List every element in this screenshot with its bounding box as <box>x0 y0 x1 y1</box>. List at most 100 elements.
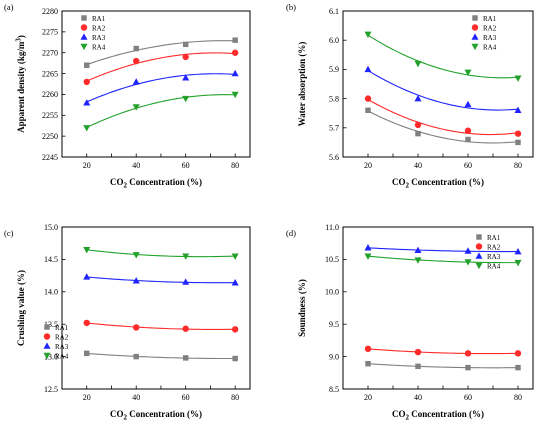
data-point <box>133 353 139 360</box>
data-point <box>514 259 522 267</box>
x-tick-label: 20 <box>83 161 91 170</box>
data-point <box>364 244 372 251</box>
legend-label: RA4 <box>92 43 106 51</box>
panel-label: (a) <box>4 2 14 12</box>
legend-marker <box>43 342 51 349</box>
legend-label: RA2 <box>483 24 497 32</box>
data-point <box>133 324 140 331</box>
y-tick-label: 15.0 <box>44 223 58 232</box>
panel-label: (b) <box>286 2 296 12</box>
fit-curve <box>367 34 519 79</box>
fit-curve <box>367 255 519 264</box>
data-point <box>515 364 521 371</box>
y-tick-label: 14.0 <box>44 288 58 297</box>
data-point <box>84 350 90 357</box>
y-tick-label: 2250 <box>42 132 58 141</box>
data-point <box>364 65 372 73</box>
data-point <box>514 130 522 137</box>
x-tick-label: 60 <box>182 161 190 170</box>
data-point <box>364 31 372 39</box>
legend-label: RA1 <box>483 15 497 23</box>
y-tick-label: 6.1 <box>329 7 339 16</box>
legend-label: RA3 <box>487 253 501 261</box>
y-tick-label: 5.7 <box>329 124 339 133</box>
data-point <box>231 49 239 56</box>
data-point <box>464 350 472 357</box>
legend-marker <box>476 234 482 240</box>
x-tick-label: 20 <box>83 393 91 402</box>
y-tick-label: 5.8 <box>329 94 339 103</box>
legend-marker <box>43 333 51 340</box>
chart-panel: 20 40 60 80 5.6 5.7 5.8 5.9 6.0 6.1 CO2 Concentrat… <box>286 2 534 190</box>
panel-label: (c) <box>4 228 14 238</box>
data-point <box>182 355 189 361</box>
data-point <box>514 106 522 113</box>
chart-panel: 20 40 60 80 8.5 9.0 9.5 10.0 10.5 11.0 CO2 Concent… <box>286 223 534 422</box>
chart-panel: 20 40 60 80 2245 2250 2255 2260 2265 2270 2275 2280… <box>4 2 251 190</box>
x-tick-label: 40 <box>414 393 422 402</box>
y-tick-label: 2275 <box>42 28 58 37</box>
data-point <box>465 136 471 143</box>
data-point <box>182 278 190 285</box>
x-axis-label: CO2 Concentration (%) <box>392 409 484 422</box>
plot-frame <box>61 226 251 390</box>
x-tick-label: 20 <box>364 393 372 402</box>
fit-curve <box>367 70 519 111</box>
x-tick-label: 60 <box>464 161 472 170</box>
legend-marker <box>80 43 88 51</box>
data-point <box>514 247 522 255</box>
data-point <box>83 246 91 254</box>
fit-curve <box>86 73 236 103</box>
x-tick-label: 80 <box>514 393 522 402</box>
legend-label: RA1 <box>92 15 106 23</box>
x-tick-label: 40 <box>414 161 422 170</box>
y-tick-label: 2265 <box>42 69 58 78</box>
y-axis-label: Apparent density (kg/m3) <box>15 35 27 133</box>
legend-marker <box>44 324 50 330</box>
data-point <box>414 121 422 129</box>
y-tick-label: 14.5 <box>44 255 58 264</box>
y-tick-label: 5.6 <box>329 153 339 162</box>
data-point <box>464 100 472 108</box>
data-point <box>231 91 239 99</box>
legend-label: RA4 <box>487 262 501 270</box>
data-point <box>232 355 238 362</box>
legend-label: RA4 <box>55 352 69 360</box>
legend-label: RA3 <box>55 343 69 351</box>
data-point <box>515 139 521 146</box>
chart-panel: 20 40 60 80 12.5 13.0 13.5 14.0 14.5 15.0 CO2 Conc… <box>4 223 251 422</box>
legend-marker <box>475 243 483 250</box>
y-tick-label: 2245 <box>42 153 58 162</box>
fit-curve <box>86 249 236 258</box>
data-point <box>132 277 140 284</box>
fit-curve <box>367 363 519 369</box>
fit-curve <box>367 99 519 136</box>
fit-curve <box>86 352 236 360</box>
data-point <box>133 57 140 65</box>
y-tick-label: 10.5 <box>325 255 339 264</box>
data-point <box>231 69 239 77</box>
data-point <box>231 253 239 260</box>
data-point <box>415 130 421 137</box>
legend-marker <box>43 352 51 360</box>
fit-curve <box>86 276 236 284</box>
y-tick-label: 10.0 <box>325 288 339 297</box>
y-axis-label: Water absorption (%) <box>297 42 307 127</box>
data-point <box>231 279 239 286</box>
legend-label: RA2 <box>487 243 501 251</box>
y-tick-label: 9.5 <box>329 320 339 329</box>
data-point <box>365 361 371 367</box>
y-tick-label: 12.5 <box>44 385 58 394</box>
data-point <box>132 104 140 111</box>
plot-frame <box>342 10 534 158</box>
x-tick-label: 60 <box>182 393 190 402</box>
y-tick-label: 6.0 <box>329 36 339 45</box>
x-tick-label: 60 <box>464 393 472 402</box>
x-axis-label: CO2 Concentration (%) <box>110 177 202 190</box>
legend-marker <box>81 15 87 21</box>
y-tick-label: 2270 <box>42 49 58 58</box>
data-point <box>182 253 190 260</box>
data-point <box>182 95 190 103</box>
legend-marker <box>80 24 88 31</box>
y-tick-label: 9.0 <box>329 352 339 361</box>
